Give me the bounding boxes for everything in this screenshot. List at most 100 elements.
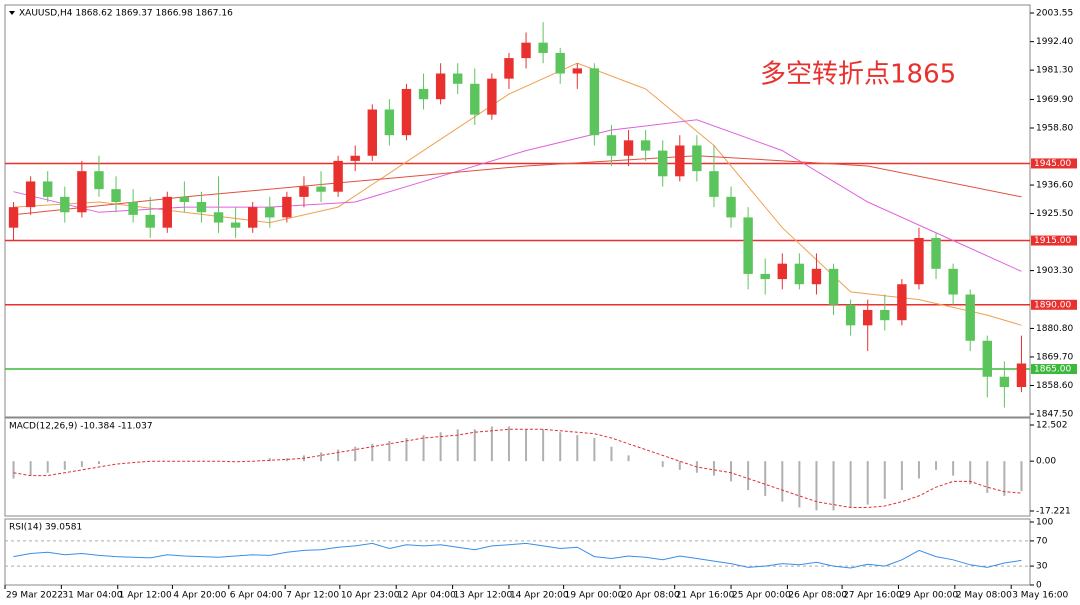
x-tick-label: 1 Apr 12:00 [119, 591, 172, 601]
candle-body [589, 68, 600, 136]
y-tick-label: 30 [1036, 562, 1048, 572]
candle-body [60, 196, 70, 213]
x-tick-label: 13 Apr 12:00 [454, 591, 513, 601]
y-tick-label: -17.221 [1036, 507, 1071, 517]
candle-body [623, 140, 634, 156]
macd-title: MACD(12,26,9) -10.384 -11.037 [9, 422, 153, 432]
x-tick-label: 12 Apr 04:00 [397, 591, 456, 601]
y-tick-label: 1880.80 [1036, 324, 1073, 334]
y-tick-label: 70 [1036, 536, 1048, 546]
candle-body [863, 309, 873, 326]
level-tag [1031, 235, 1077, 246]
candle-body [230, 222, 241, 228]
candle-body [1016, 363, 1027, 388]
candle-body [760, 273, 770, 280]
x-tick-label: 26 Apr 08:00 [788, 591, 847, 601]
x-tick-label: 4 Apr 20:00 [173, 591, 226, 601]
candle-body [77, 171, 87, 213]
x-tick-label: 2 May 08:00 [956, 591, 1012, 601]
candle-body [111, 189, 121, 203]
candle-body [521, 42, 531, 59]
y-tick-label: 1869.70 [1036, 352, 1073, 362]
candle-body [845, 304, 856, 326]
candle-body [999, 376, 1010, 388]
y-tick-label: 1969.90 [1036, 95, 1073, 105]
candle-body [572, 68, 582, 74]
x-tick-label: 14 Apr 20:00 [510, 591, 569, 601]
level-tag-label: 1945.00 [1034, 159, 1071, 169]
rsi-line [13, 542, 1022, 569]
level-tag-label: 1890.00 [1034, 300, 1071, 310]
candle-body [726, 196, 736, 218]
candle-body [333, 160, 343, 192]
y-tick-label: 1903.30 [1036, 266, 1073, 276]
y-tick-label: 1847.50 [1036, 410, 1073, 420]
candle-body [777, 263, 787, 280]
main-panel [4, 4, 1031, 418]
x-tick-label: 27 Apr 16:00 [843, 591, 902, 601]
y-tick-label: 12.502 [1036, 421, 1068, 431]
candle-body [350, 155, 360, 161]
candle-body [709, 171, 719, 197]
candle-body [640, 140, 651, 151]
menu-arrow[interactable] [9, 11, 15, 15]
candle-body [931, 237, 941, 269]
candle-body [743, 217, 753, 274]
rsi-panel [4, 518, 1031, 586]
candle-body [453, 73, 463, 84]
candle-body [162, 196, 172, 228]
level-tag-label: 1865.00 [1034, 365, 1071, 375]
macd-signal [13, 428, 1022, 508]
candle-body [25, 181, 36, 208]
level-tag [1031, 364, 1077, 375]
candle-body [248, 207, 258, 228]
y-tick-label: 1981.30 [1036, 66, 1073, 76]
x-tick-label: 19 Apr 00:00 [565, 591, 624, 601]
candle-body [418, 88, 429, 100]
moving-average [13, 62, 1022, 326]
symbol-header: XAUUSD,H4 1868.62 1869.37 1866.98 1867.1… [19, 9, 233, 19]
x-tick-label: 21 Apr 16:00 [676, 591, 735, 601]
candle-body [401, 88, 412, 136]
x-tick-label: 31 Mar 04:00 [62, 591, 122, 601]
candle-body [658, 150, 668, 177]
level-tag [1031, 158, 1077, 169]
candle-body [299, 186, 309, 197]
candle-body [384, 109, 395, 136]
y-tick-label: 1958.80 [1036, 123, 1073, 133]
candle-body [692, 145, 702, 172]
candle-body [675, 145, 685, 177]
candle-body [265, 207, 275, 218]
candle-body [965, 294, 975, 341]
x-tick-label: 10 Apr 23:00 [341, 591, 400, 601]
candle-body [606, 135, 617, 156]
candle-body [367, 109, 377, 156]
annotation: 多空转折点1865 [760, 60, 956, 90]
y-tick-label: 100 [1036, 518, 1053, 528]
moving-average [13, 119, 1022, 272]
level-tag-label: 1915.00 [1034, 236, 1071, 246]
candle-body [8, 207, 19, 228]
y-tick-label: 1992.40 [1036, 37, 1073, 47]
candle-body [316, 186, 326, 192]
candle-body [828, 268, 839, 305]
x-tick-label: 29 Mar 2022 [6, 591, 63, 601]
candle-body [538, 42, 548, 53]
candle-body [196, 202, 207, 213]
candle-body [470, 83, 480, 115]
candle-body [282, 196, 292, 218]
y-tick-label: 1936.60 [1036, 181, 1073, 191]
y-tick-label: 1925.50 [1036, 209, 1073, 219]
candle-body [43, 181, 53, 197]
x-tick-label: 29 Apr 00:00 [899, 591, 958, 601]
candle-body [948, 268, 958, 295]
y-tick-label: 0 [1036, 581, 1042, 591]
x-tick-label: 3 May 16:00 [1012, 591, 1068, 601]
y-tick-label: 0.00 [1036, 457, 1056, 467]
x-tick-label: 6 Apr 04:00 [230, 591, 283, 601]
candle-body [128, 202, 138, 215]
candle-body [880, 309, 890, 321]
candle-body [487, 78, 497, 115]
candle-body [94, 171, 104, 190]
